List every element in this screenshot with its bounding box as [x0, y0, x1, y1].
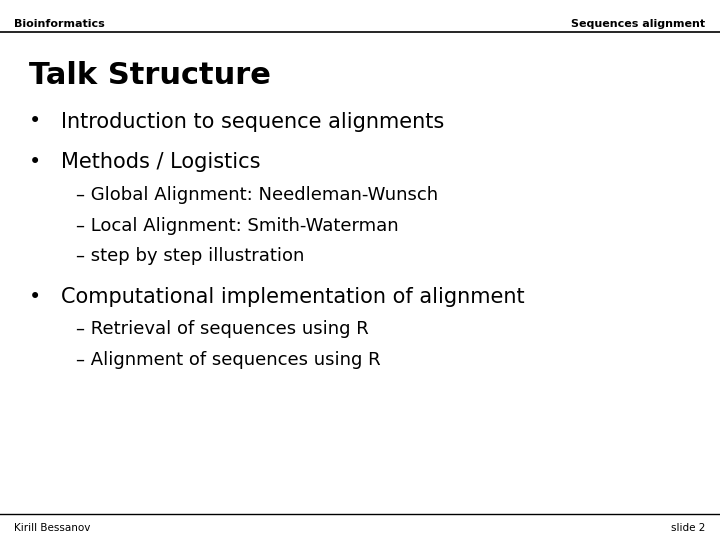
Text: Bioinformatics: Bioinformatics — [14, 19, 105, 29]
Text: – step by step illustration: – step by step illustration — [76, 247, 304, 265]
Text: slide 2: slide 2 — [671, 523, 706, 533]
Text: – Alignment of sequences using R: – Alignment of sequences using R — [76, 350, 380, 369]
Text: – Retrieval of sequences using R: – Retrieval of sequences using R — [76, 320, 369, 339]
Text: – Local Alignment: Smith-Waterman: – Local Alignment: Smith-Waterman — [76, 217, 398, 235]
Text: Sequences alignment: Sequences alignment — [572, 19, 706, 29]
Text: – Global Alignment: Needleman-Wunsch: – Global Alignment: Needleman-Wunsch — [76, 186, 438, 205]
Text: Computational implementation of alignment: Computational implementation of alignmen… — [61, 287, 525, 307]
Text: Talk Structure: Talk Structure — [29, 61, 271, 90]
Text: Methods / Logistics: Methods / Logistics — [61, 152, 261, 172]
Text: •: • — [29, 111, 41, 132]
Text: •: • — [29, 287, 41, 307]
Text: Introduction to sequence alignments: Introduction to sequence alignments — [61, 111, 444, 132]
Text: Kirill Bessanov: Kirill Bessanov — [14, 523, 91, 533]
Text: •: • — [29, 152, 41, 172]
